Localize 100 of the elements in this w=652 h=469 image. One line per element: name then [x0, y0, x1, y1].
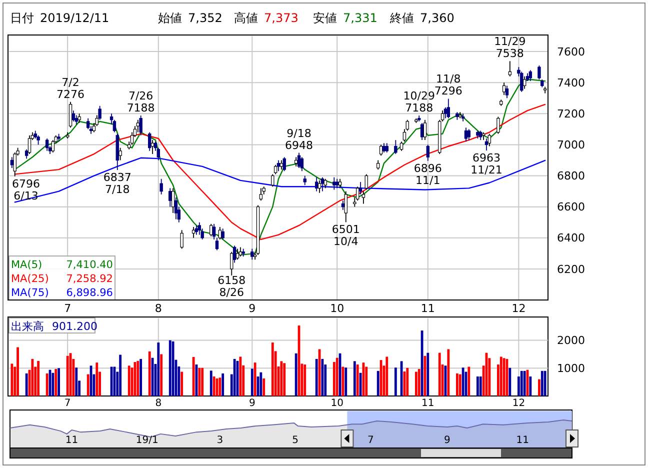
candlestick	[484, 138, 488, 151]
annotation: 7/2 7276	[56, 76, 85, 101]
candlestick	[51, 140, 55, 153]
bar	[180, 372, 184, 396]
candlestick	[505, 85, 509, 99]
candlestick	[198, 222, 202, 236]
bar	[479, 376, 482, 396]
bar	[96, 362, 98, 396]
x-tick-label: 7	[367, 435, 374, 446]
bar	[294, 353, 298, 396]
candlestick	[400, 141, 404, 152]
x-tick-label: 9	[248, 398, 256, 409]
candlestick	[171, 188, 175, 214]
x-tick-label: 7	[64, 398, 71, 409]
candlestick	[160, 178, 163, 195]
bar	[418, 368, 420, 396]
candlestick	[36, 134, 40, 146]
bar	[458, 374, 462, 396]
x-tick-label: 19/1	[136, 435, 158, 446]
candlestick	[488, 133, 492, 147]
candlestick	[250, 248, 254, 260]
bar	[262, 378, 266, 396]
bar	[160, 354, 163, 396]
text: 日付 2019/12/11	[10, 11, 110, 25]
candlestick	[98, 105, 102, 120]
candlestick	[538, 65, 541, 80]
bar	[365, 366, 368, 396]
bar	[538, 379, 540, 396]
candlestick	[45, 138, 49, 152]
x-tick-label: 11	[65, 435, 78, 446]
bar	[10, 364, 14, 396]
bar	[119, 354, 122, 396]
candlestick	[335, 178, 339, 189]
candlestick	[236, 248, 240, 260]
bar	[332, 362, 336, 396]
candlestick	[394, 140, 398, 154]
candlestick	[215, 237, 219, 251]
bar	[468, 366, 470, 396]
candlestick	[426, 144, 430, 162]
candlestick	[139, 115, 142, 136]
bar	[66, 356, 69, 396]
bar	[500, 356, 502, 396]
candlestick	[423, 119, 427, 140]
candlestick	[446, 98, 450, 119]
bar	[321, 358, 324, 396]
x-tick-label: 8	[154, 302, 162, 315]
x-tick-label: 11	[516, 435, 529, 446]
bar	[520, 370, 523, 396]
candlestick	[508, 60, 512, 77]
text: 始値 7,352	[158, 11, 222, 25]
bar	[212, 376, 216, 396]
candlestick	[467, 128, 471, 140]
bar	[31, 358, 34, 396]
candlestick	[376, 160, 380, 170]
x-tick-label: 9	[444, 435, 450, 446]
text: 終値 7,360	[389, 11, 454, 25]
candlestick	[259, 188, 263, 202]
candlestick	[344, 190, 348, 223]
bar	[529, 376, 532, 396]
candlestick	[297, 152, 301, 168]
candlestick	[13, 152, 16, 177]
candlestick	[118, 147, 122, 161]
bar	[46, 373, 48, 396]
candlestick	[303, 175, 306, 186]
candlestick	[148, 132, 152, 152]
bar	[140, 358, 142, 396]
candlestick	[194, 225, 198, 236]
bar	[260, 372, 262, 396]
bar	[25, 373, 28, 396]
x-tick-label: 10	[330, 302, 344, 315]
candlestick	[68, 101, 72, 128]
x-tick-label: 12	[512, 302, 526, 315]
y-tick-label: 6400	[557, 232, 585, 245]
x-tick-label: 8	[155, 398, 162, 409]
bar	[58, 368, 60, 396]
candlestick	[385, 142, 388, 153]
bar	[394, 368, 397, 396]
text: MA(75) 6,898.96	[11, 287, 113, 299]
candlestick	[282, 156, 286, 172]
text: MA(5) 7,410.40	[11, 259, 113, 271]
bar	[386, 356, 388, 396]
bar	[280, 361, 283, 396]
candlestick	[358, 182, 362, 195]
bar	[148, 351, 151, 396]
annotation: 6158 8/26	[218, 274, 246, 299]
x-tick-label: 10	[330, 398, 344, 409]
bar	[342, 366, 344, 396]
x-tick-label: 7	[64, 302, 72, 315]
y-tick-label: 6800	[557, 170, 585, 183]
y-tick-label: 7400	[557, 76, 585, 90]
candlestick	[364, 174, 368, 190]
candlestick	[180, 230, 184, 250]
candlestick	[479, 130, 482, 140]
candlestick	[324, 178, 327, 189]
candlestick	[72, 110, 76, 122]
bar	[198, 368, 201, 396]
candlestick	[314, 176, 318, 192]
y-tick-label: 2000	[557, 334, 585, 348]
bar	[476, 376, 479, 396]
annotation: 7/26 7188	[126, 90, 155, 115]
